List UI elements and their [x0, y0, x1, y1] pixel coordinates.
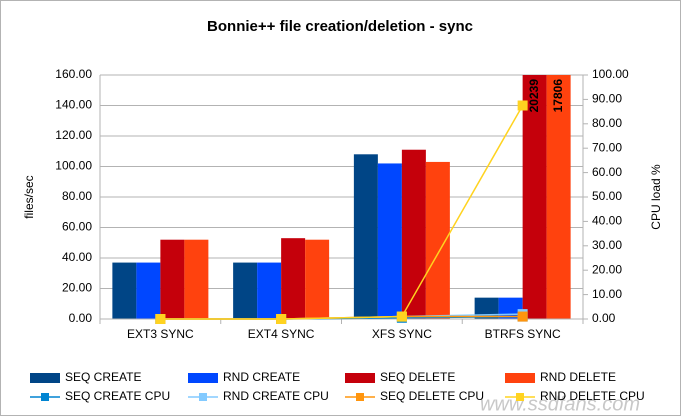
line-marker: [517, 100, 528, 111]
line-marker: [155, 314, 166, 324]
legend-label: SEQ DELETE: [380, 370, 455, 384]
y2-tick-label: 60.00: [592, 165, 622, 179]
legend-label: SEQ DELETE CPU: [380, 389, 484, 403]
x-tick-label: BTRFS SYNC: [485, 327, 561, 341]
bar: [184, 239, 209, 319]
legend-marker: [516, 393, 524, 401]
bar: [257, 262, 282, 319]
y2-tick-label: 0.00: [592, 311, 616, 325]
y-tick-label: 120.00: [55, 128, 92, 142]
bar: [112, 262, 137, 319]
legend-label: RND CREATE CPU: [223, 389, 329, 403]
line-series: [160, 105, 524, 320]
line-marker: [517, 311, 528, 322]
legend-label: RND DELETE: [540, 370, 616, 384]
y2-tick-label: 90.00: [592, 92, 622, 106]
bar: [305, 239, 330, 319]
y2-tick-label: 20.00: [592, 262, 622, 276]
y-tick-label: 100.00: [55, 159, 92, 173]
y2-tick-label: 10.00: [592, 287, 622, 301]
bar: [377, 163, 402, 319]
y-tick-label: 0.00: [69, 311, 93, 325]
plot-area: [112, 75, 571, 319]
bar: [281, 238, 306, 319]
legend-swatch: [188, 373, 218, 383]
x-tick-label: EXT3 SYNC: [127, 327, 194, 341]
y-axis-title: files/sec: [22, 175, 36, 218]
legend-marker: [41, 393, 49, 401]
y-tick-label: 160.00: [55, 67, 92, 81]
legend-label: SEQ CREATE CPU: [65, 389, 170, 403]
y2-tick-label: 100.00: [592, 67, 629, 81]
y2-tick-label: 40.00: [592, 214, 622, 228]
bar: [546, 75, 571, 319]
legend-swatch: [345, 373, 375, 383]
y-tick-label: 140.00: [55, 98, 92, 112]
legend-marker: [199, 393, 207, 401]
y-tick-label: 60.00: [62, 220, 92, 234]
legend-swatch: [505, 373, 535, 383]
x-tick-label: XFS SYNC: [372, 327, 432, 341]
y2-tick-label: 80.00: [592, 116, 622, 130]
bar: [136, 262, 161, 319]
y2-tick-label: 70.00: [592, 140, 622, 154]
y-tick-label: 40.00: [62, 250, 92, 264]
bar: [233, 262, 258, 319]
legend-label: RND CREATE: [223, 370, 300, 384]
y-tick-label: 80.00: [62, 189, 92, 203]
data-label: 17806: [551, 79, 565, 113]
legend-label: RND DELETE CPU: [540, 389, 645, 403]
legend-label: SEQ CREATE: [65, 370, 141, 384]
y2-axis-title: CPU load %: [649, 164, 663, 230]
bar: [401, 149, 426, 319]
legend-marker: [356, 393, 364, 401]
y2-tick-label: 50.00: [592, 189, 622, 203]
bar: [522, 75, 547, 319]
x-tick-label: EXT4 SYNC: [248, 327, 315, 341]
line-marker: [276, 314, 287, 324]
bar: [474, 297, 499, 319]
line-marker: [396, 311, 407, 322]
bar: [353, 154, 378, 319]
chart-title: Bonnie++ file creation/deletion - sync: [207, 18, 473, 35]
bar: [160, 239, 185, 319]
legend-swatch: [30, 373, 60, 383]
y-tick-label: 20.00: [62, 281, 92, 295]
y2-tick-label: 30.00: [592, 238, 622, 252]
data-label: 20239: [527, 79, 541, 113]
